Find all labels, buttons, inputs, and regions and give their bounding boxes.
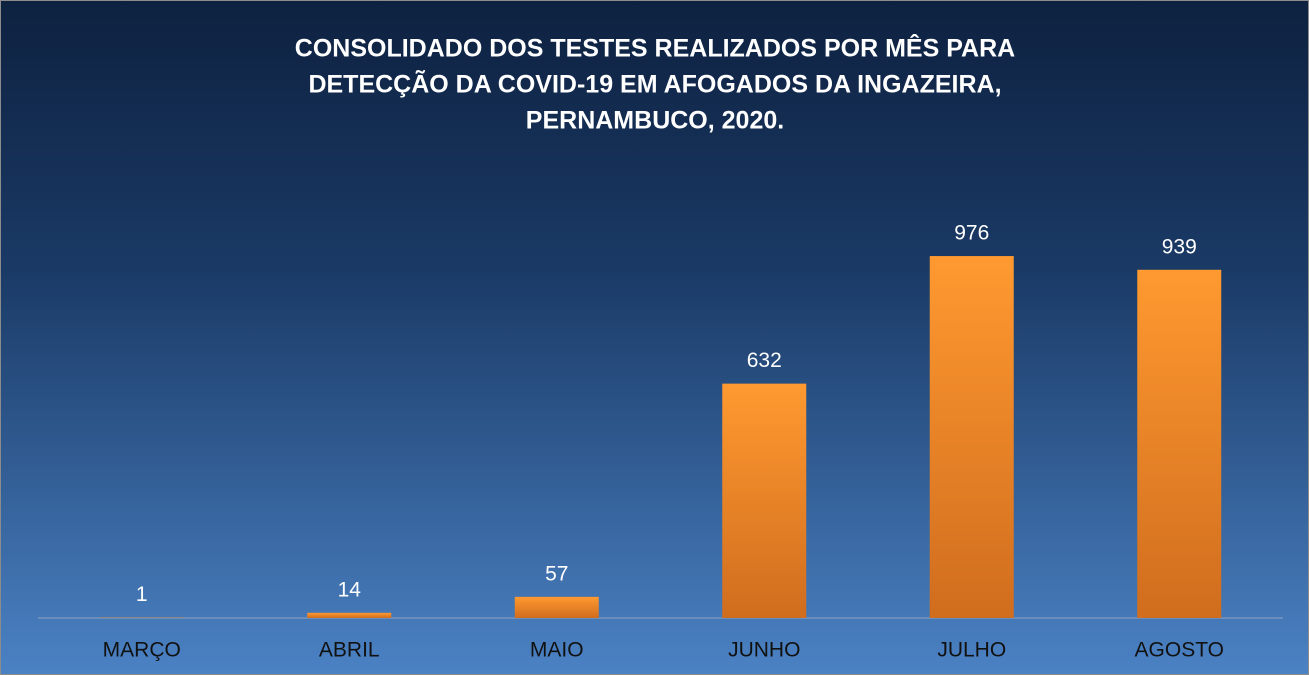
x-tick-label: JUNHO — [728, 639, 800, 662]
x-tick-label: AGOSTO — [1135, 639, 1224, 662]
bar — [307, 612, 392, 618]
bar — [514, 596, 599, 618]
chart-title: PERNAMBUCO, 2020. — [526, 107, 784, 135]
data-label: 939 — [1162, 235, 1197, 258]
x-tick-label: JULHO — [937, 639, 1006, 662]
bar — [1137, 269, 1222, 618]
data-label: 1 — [136, 583, 148, 606]
data-label: 976 — [954, 222, 989, 245]
data-label: 632 — [747, 349, 782, 372]
bar — [929, 256, 1014, 618]
data-label: 57 — [545, 562, 568, 585]
chart-title: DETECÇÃO DA COVID-19 EM AFOGADOS DA INGA… — [308, 69, 1001, 99]
chart-title: CONSOLIDADO DOS TESTES REALIZADOS POR MÊ… — [295, 33, 1015, 63]
x-tick-label: ABRIL — [319, 639, 380, 662]
bar — [722, 383, 807, 618]
data-label: 14 — [338, 578, 362, 601]
x-tick-label: MAIO — [530, 639, 584, 662]
x-tick-label: MARÇO — [103, 639, 181, 662]
